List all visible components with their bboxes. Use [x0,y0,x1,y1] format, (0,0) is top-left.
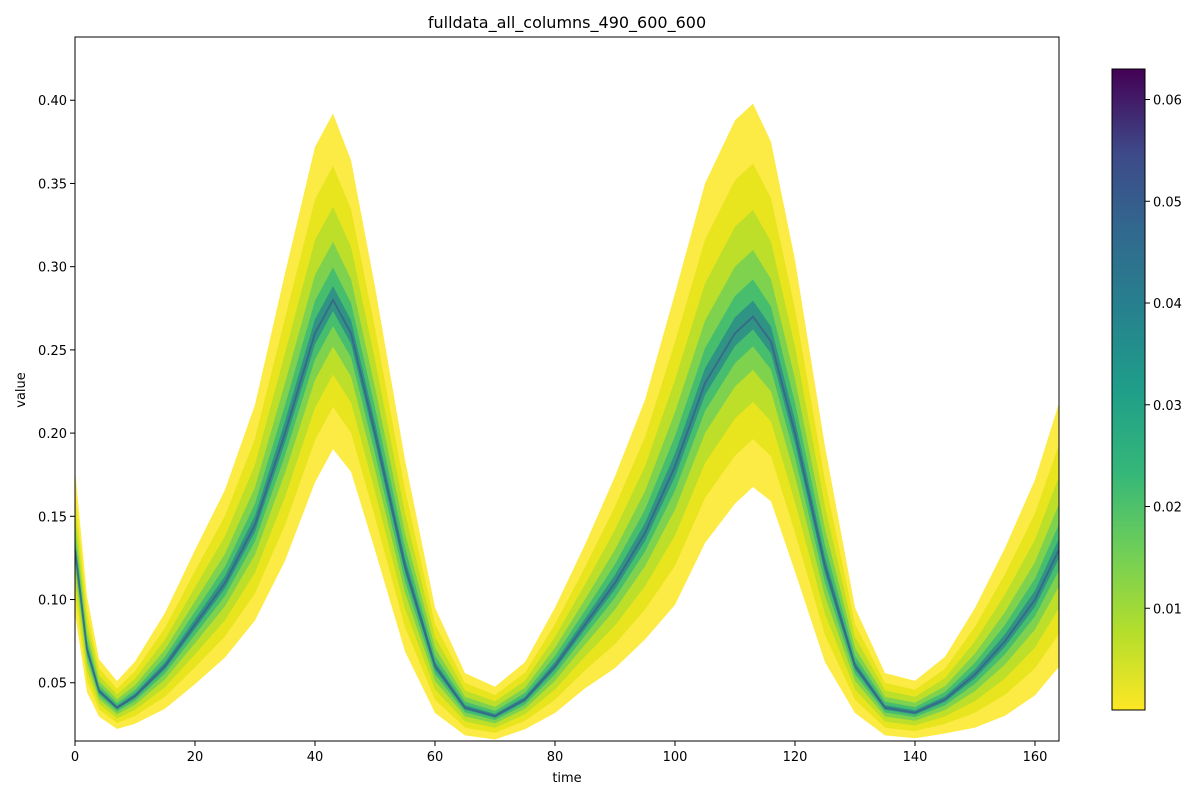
chart-title: fulldata_all_columns_490_600_600 [428,13,706,33]
colorbar-tick-label: 0.02 [1153,501,1182,516]
y-tick-label: 0.10 [38,594,67,609]
x-axis: 0 20 40 60 80 100 120 140 160 [71,741,1048,765]
density-ridge-line [75,297,1059,718]
y-axis: 0.05 0.10 0.15 0.20 0.25 0.30 0.35 0.40 [38,94,75,692]
y-tick-label: 0.05 [38,677,67,692]
y-tick-label: 0.40 [38,94,67,109]
x-tick-label: 80 [547,750,564,765]
x-tick-label: 20 [187,750,204,765]
x-tick-label: 160 [1023,750,1048,765]
y-tick-label: 0.15 [38,510,67,525]
colorbar [1111,68,1146,711]
y-tick-label: 0.30 [38,261,67,276]
colorbar-tick-label: 0.05 [1153,195,1182,210]
plot-frame [74,36,1060,742]
density-heatmap [75,103,1059,740]
x-tick-label: 0 [71,750,79,765]
x-tick-label: 60 [427,750,444,765]
colorbar-tick-label: 0.03 [1153,399,1182,414]
colorbar-tick-label: 0.01 [1153,602,1182,617]
y-tick-label: 0.20 [38,427,67,442]
colorbar-tick-label: 0.04 [1153,297,1182,312]
colorbar-axis: 0.01 0.02 0.03 0.04 0.05 0.06 [1145,94,1182,617]
density-band-3 [75,241,1059,724]
x-tick-label: 100 [663,750,688,765]
y-axis-label: value [14,372,29,408]
colorbar-tick-label: 0.06 [1153,94,1182,109]
y-tick-label: 0.35 [38,177,67,192]
x-axis-label: time [552,771,581,786]
x-tick-label: 40 [307,750,324,765]
x-tick-label: 120 [783,750,808,765]
y-tick-label: 0.25 [38,344,67,359]
x-tick-label: 140 [903,750,928,765]
